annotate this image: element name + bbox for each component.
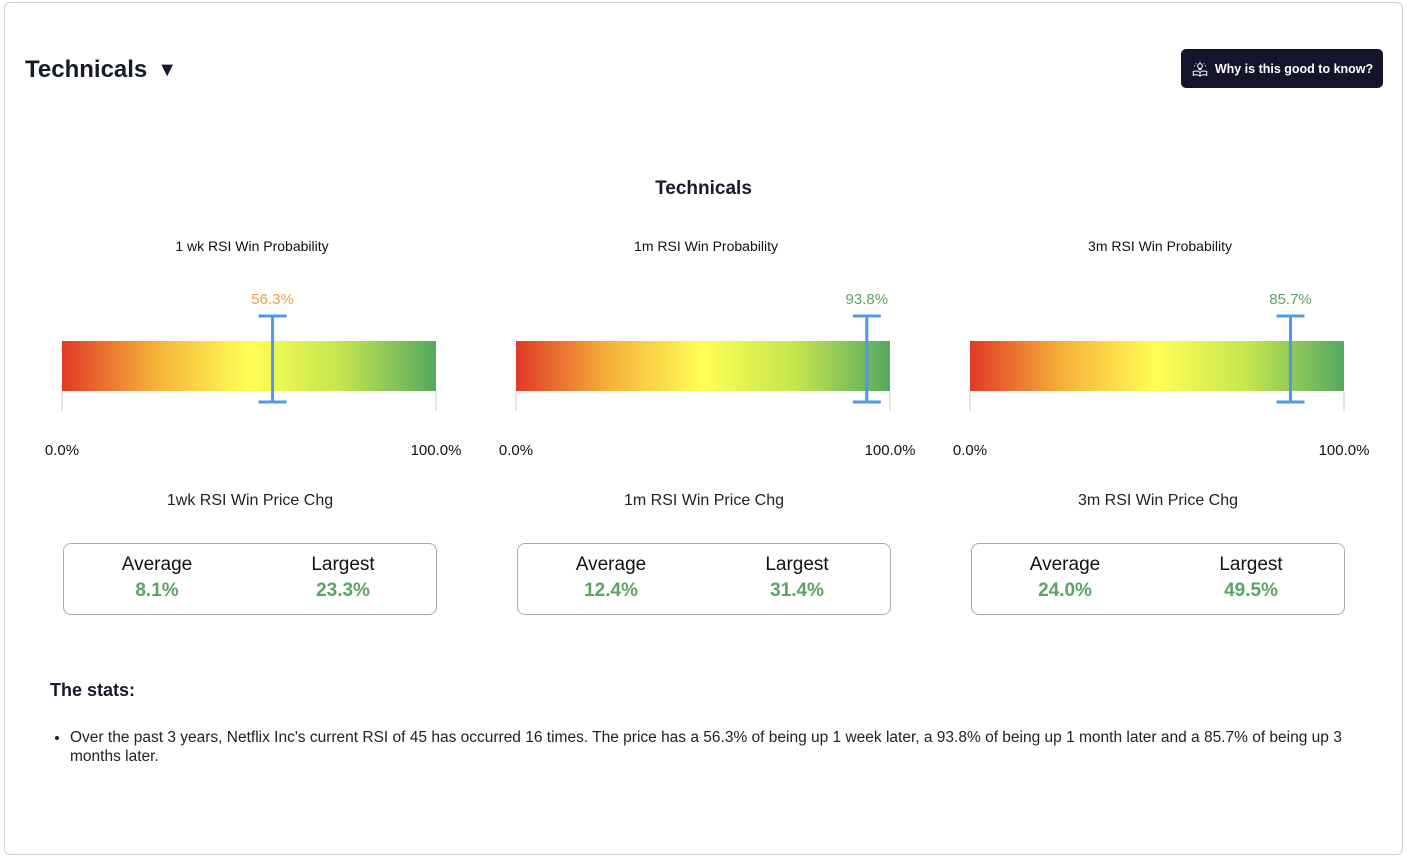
section-title: Technicals (25, 56, 148, 83)
gauge-bar (970, 341, 1344, 391)
lightbulb-reading-icon (1192, 61, 1208, 77)
gauge-marker (1276, 314, 1305, 404)
price-change-panel: 1wk RSI Win Price Chg Average 8.1% Largest 2… (63, 492, 437, 615)
section-toggle[interactable]: Technicals ▼ (25, 56, 177, 84)
stats-item: Over the past 3 years, Netflix Inc's cur… (70, 728, 1360, 766)
gauge-value-label: 93.8% (846, 291, 889, 308)
average-label: Average (121, 554, 193, 575)
gauge-max-label: 100.0% (411, 442, 462, 459)
gauge-max-label: 100.0% (1319, 442, 1370, 459)
price-change-box: Average 24.0% Largest 49.5% (971, 543, 1345, 615)
largest-column: Largest 31.4% (704, 554, 890, 614)
gauge-title: 3m RSI Win Probability (1088, 238, 1232, 254)
average-value: 8.1% (135, 580, 179, 601)
price-change-panel: 3m RSI Win Price Chg Average 24.0% Largest 4… (971, 492, 1345, 615)
price-change-box: Average 12.4% Largest 31.4% (517, 543, 891, 615)
gauge-min-label: 0.0% (499, 442, 533, 459)
average-column: Average 12.4% (518, 554, 704, 614)
gauge-title: 1m RSI Win Probability (634, 238, 778, 254)
average-column: Average 8.1% (64, 554, 250, 614)
largest-label: Largest (1219, 554, 1283, 575)
average-value: 24.0% (1038, 580, 1092, 601)
average-column: Average 24.0% (972, 554, 1158, 614)
largest-label: Largest (311, 554, 375, 575)
largest-value: 31.4% (770, 580, 824, 601)
gauge-max-label: 100.0% (865, 442, 916, 459)
stats-title: The stats: (50, 680, 136, 700)
largest-column: Largest 49.5% (1158, 554, 1344, 614)
gauge-title: 1 wk RSI Win Probability (175, 238, 329, 254)
gauge-value-label: 85.7% (1269, 291, 1312, 308)
gauge-marker (258, 314, 287, 404)
gauge-min-label: 0.0% (45, 442, 79, 459)
stats-list: Over the past 3 years, Netflix Inc's cur… (70, 728, 1360, 766)
average-label: Average (1029, 554, 1101, 575)
price-change-panel: 1m RSI Win Price Chg Average 12.4% Largest 3… (517, 492, 891, 615)
gauge-value-label: 56.3% (251, 291, 294, 308)
technicals-card (4, 2, 1403, 855)
price-change-title: 1wk RSI Win Price Chg (166, 492, 334, 509)
largest-value: 23.3% (316, 580, 370, 601)
price-change-box: Average 8.1% Largest 23.3% (63, 543, 437, 615)
why-good-to-know-label: Why is this good to know? (1214, 61, 1374, 76)
price-change-title: 3m RSI Win Price Chg (1077, 492, 1239, 509)
gauge-bar (516, 341, 890, 391)
average-label: Average (575, 554, 647, 575)
caret-down-icon: ▼ (157, 58, 178, 81)
average-value: 12.4% (584, 580, 638, 601)
gauge-marker (852, 314, 881, 404)
gauge-bar (62, 341, 436, 391)
rsi-gauge: 1 wk RSI Win Probability 56.3% 0.0% 100.0% (32, 236, 472, 466)
gauge-chart: 56.3% 0.0% 100.0% (45, 291, 462, 459)
gauge-chart: 85.7% 0.0% 100.0% (953, 291, 1370, 459)
largest-value: 49.5% (1224, 580, 1278, 601)
panel-title: Technicals (655, 178, 752, 199)
gauge-chart: 93.8% 0.0% 100.0% (499, 291, 916, 459)
largest-label: Largest (765, 554, 829, 575)
gauge-min-label: 0.0% (953, 442, 987, 459)
rsi-gauge: 3m RSI Win Probability 85.7% 0.0% 100.0% (940, 236, 1380, 466)
why-good-to-know-button[interactable]: Why is this good to know? (1181, 49, 1383, 88)
rsi-gauge: 1m RSI Win Probability 93.8% 0.0% 100.0% (486, 236, 926, 466)
largest-column: Largest 23.3% (250, 554, 436, 614)
price-change-title: 1m RSI Win Price Chg (623, 492, 785, 509)
